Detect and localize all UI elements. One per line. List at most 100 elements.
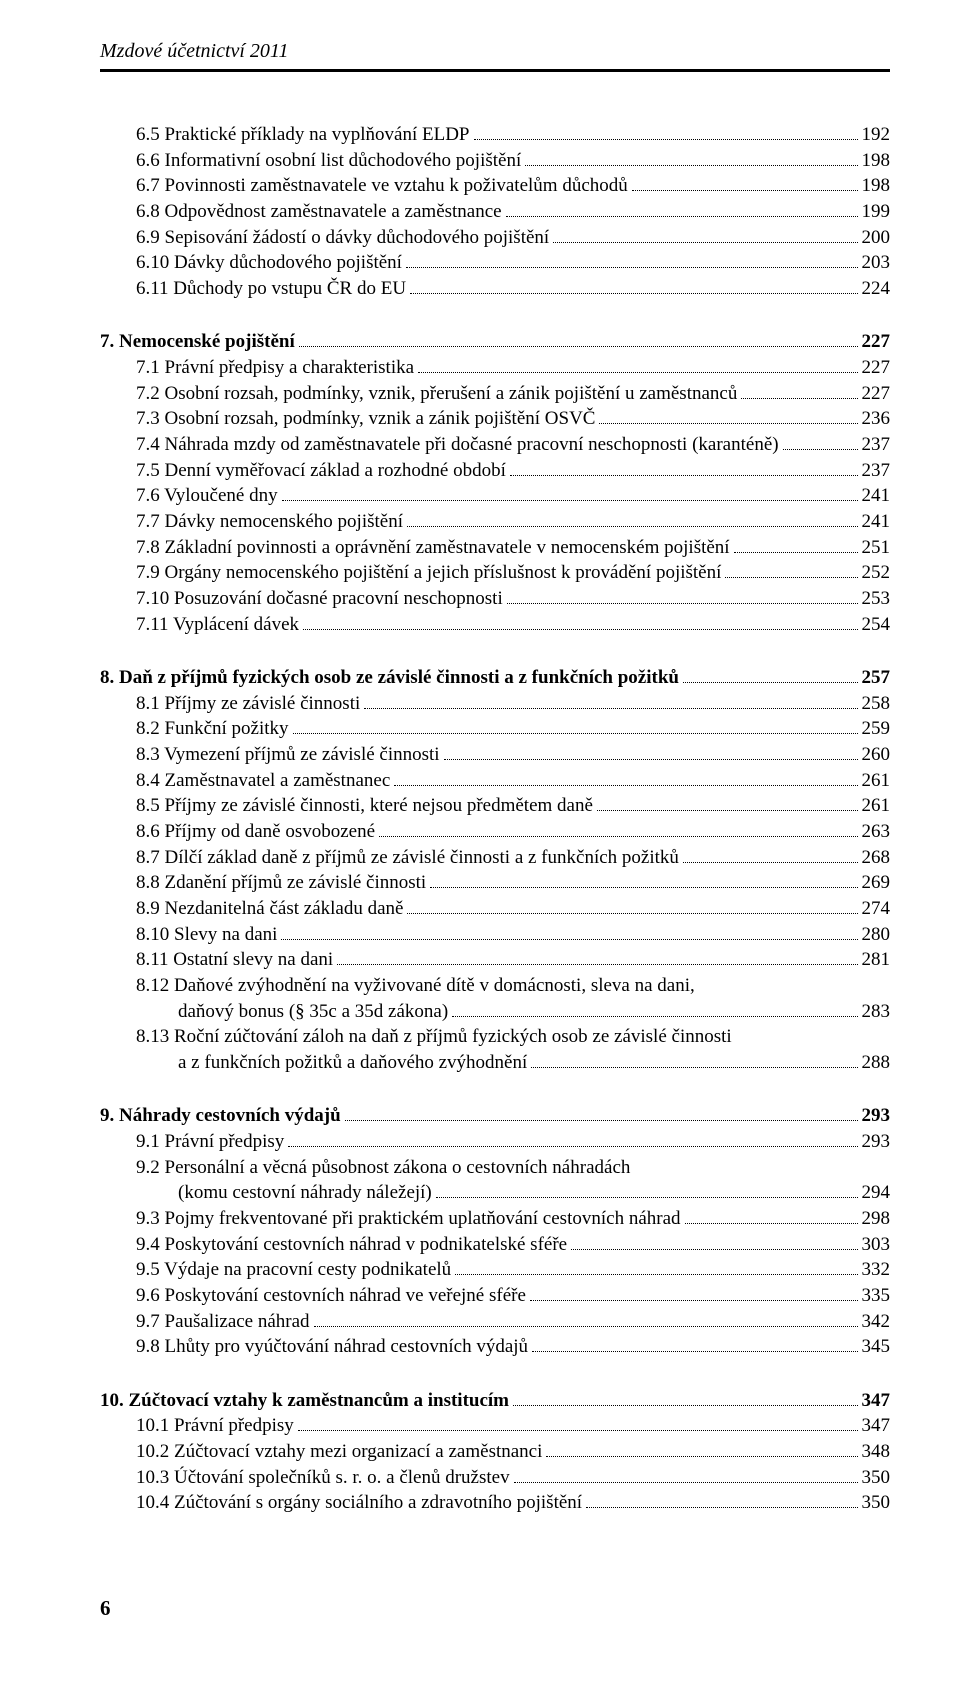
dot-leaders xyxy=(683,862,858,863)
toc-page-number: 257 xyxy=(862,665,891,691)
toc-entry-label: 8.4 Zaměstnavatel a zaměstnanec xyxy=(136,768,390,794)
toc-entry: 8. Daň z příjmů fyzických osob ze závisl… xyxy=(100,665,890,691)
toc-block: 8. Daň z příjmů fyzických osob ze závisl… xyxy=(100,665,890,1075)
toc-entry-label: 9.6 Poskytování cestovních náhrad ve veř… xyxy=(136,1283,526,1309)
toc-page-number: 200 xyxy=(862,225,891,251)
dot-leaders xyxy=(546,1456,857,1457)
dot-leaders xyxy=(455,1274,857,1275)
dot-leaders xyxy=(288,1146,857,1147)
toc-page-number: 227 xyxy=(862,355,891,381)
toc-entry: 7.11 Vyplácení dávek254 xyxy=(100,612,890,638)
toc-entry-label: 8.5 Příjmy ze závislé činnosti, které ne… xyxy=(136,793,593,819)
dot-leaders xyxy=(406,267,858,268)
toc-entry-label: 7.9 Orgány nemocenského pojištění a jeji… xyxy=(136,560,721,586)
toc-page-number: 259 xyxy=(862,716,891,742)
toc-entry-label: 9.1 Právní předpisy xyxy=(136,1129,284,1155)
dot-leaders xyxy=(345,1120,858,1121)
toc-entry-label: 6.8 Odpovědnost zaměstnavatele a zaměstn… xyxy=(136,199,502,225)
toc-entry: 8.5 Příjmy ze závislé činnosti, které ne… xyxy=(100,793,890,819)
toc-page-number: 269 xyxy=(862,870,891,896)
toc-block: 9. Náhrady cestovních výdajů2939.1 Právn… xyxy=(100,1103,890,1359)
toc-entry-label: 6.10 Dávky důchodového pojištění xyxy=(136,250,402,276)
toc-entry-label: 10.4 Zúčtování s orgány sociálního a zdr… xyxy=(136,1490,582,1516)
toc-entry-label: 6.9 Sepisování žádostí o dávky důchodové… xyxy=(136,225,549,251)
toc-page-number: 261 xyxy=(862,793,891,819)
toc-entry: 6.6 Informativní osobní list důchodového… xyxy=(100,148,890,174)
toc-entry: 8.2 Funkční požitky259 xyxy=(100,716,890,742)
toc-entry-label-cont: (komu cestovní náhrady náležejí) xyxy=(178,1180,432,1206)
dot-leaders xyxy=(298,1430,858,1431)
dot-leaders xyxy=(282,500,858,501)
dot-leaders xyxy=(597,810,858,811)
toc-entry: 6.5 Praktické příklady na vyplňování ELD… xyxy=(100,122,890,148)
toc-page-number: 281 xyxy=(862,947,891,973)
toc-page-number: 227 xyxy=(862,329,891,355)
toc-page-number: 199 xyxy=(862,199,891,225)
dot-leaders xyxy=(632,190,858,191)
toc-entry-label: 7. Nemocenské pojištění xyxy=(100,329,295,355)
toc-entry: 7.9 Orgány nemocenského pojištění a jeji… xyxy=(100,560,890,586)
running-header: Mzdové účetnictví 2011 xyxy=(100,40,890,72)
dot-leaders xyxy=(599,423,857,424)
toc-entry-label: 6.5 Praktické příklady na vyplňování ELD… xyxy=(136,122,470,148)
toc-entry: 8.6 Příjmy od daně osvobozené 263 xyxy=(100,819,890,845)
toc-page-number: 263 xyxy=(862,819,891,845)
toc-entry: 9.5 Výdaje na pracovní cesty podnikatelů… xyxy=(100,1257,890,1283)
toc-entry: 9. Náhrady cestovních výdajů293 xyxy=(100,1103,890,1129)
toc-entry: 7.2 Osobní rozsah, podmínky, vznik, přer… xyxy=(100,381,890,407)
dot-leaders xyxy=(683,682,858,683)
toc-entry: 9.1 Právní předpisy 293 xyxy=(100,1129,890,1155)
dot-leaders xyxy=(685,1223,858,1224)
toc-entry-label: 7.10 Posuzování dočasné pracovní neschop… xyxy=(136,586,503,612)
toc-entry-label: 8.8 Zdanění příjmů ze závislé činnosti xyxy=(136,870,426,896)
dot-leaders xyxy=(513,1405,857,1406)
toc-entry-label: 9.8 Lhůty pro vyúčtování náhrad cestovní… xyxy=(136,1334,528,1360)
toc-entry-label: 10.3 Účtování společníků s. r. o. a člen… xyxy=(136,1465,510,1491)
toc-page-number: 258 xyxy=(862,691,891,717)
toc-entry-label: 9.3 Pojmy frekventované při praktickém u… xyxy=(136,1206,681,1232)
dot-leaders xyxy=(379,836,857,837)
toc-entry-label: 7.2 Osobní rozsah, podmínky, vznik, přer… xyxy=(136,381,737,407)
toc-page-number: 241 xyxy=(862,483,891,509)
toc-entry-label: 8.10 Slevy na dani xyxy=(136,922,277,948)
dot-leaders xyxy=(571,1249,857,1250)
toc-entry-label: 8.6 Příjmy od daně osvobozené xyxy=(136,819,375,845)
toc-page-number: 251 xyxy=(862,535,891,561)
dot-leaders xyxy=(364,708,857,709)
dot-leaders xyxy=(507,603,858,604)
toc-entry-label: 10.1 Právní předpisy xyxy=(136,1413,294,1439)
dot-leaders xyxy=(299,346,858,347)
toc-entry-label: 8.13 Roční zúčtování záloh na daň z příj… xyxy=(136,1026,732,1047)
dot-leaders xyxy=(407,526,857,527)
toc-entry: 8.3 Vymezení příjmů ze závislé činnosti2… xyxy=(100,742,890,768)
toc-entry: 7.7 Dávky nemocenského pojištění 241 xyxy=(100,509,890,535)
toc-entry: 10.1 Právní předpisy 347 xyxy=(100,1413,890,1439)
dot-leaders xyxy=(514,1482,858,1483)
toc-entry-label: 7.7 Dávky nemocenského pojištění xyxy=(136,509,403,535)
toc-page-number: 198 xyxy=(862,148,891,174)
toc-page-number: 303 xyxy=(862,1232,891,1258)
toc-page-number: 280 xyxy=(862,922,891,948)
toc-page-number: 241 xyxy=(862,509,891,535)
toc-entry-label: 6.11 Důchody po vstupu ČR do EU xyxy=(136,276,406,302)
dot-leaders xyxy=(510,475,858,476)
dot-leaders xyxy=(741,398,857,399)
toc-page-number: 347 xyxy=(862,1413,891,1439)
toc-page-number: 293 xyxy=(862,1129,891,1155)
dot-leaders xyxy=(418,372,857,373)
toc-entry: 9.8 Lhůty pro vyúčtování náhrad cestovní… xyxy=(100,1334,890,1360)
toc-entry: 6.8 Odpovědnost zaměstnavatele a zaměstn… xyxy=(100,199,890,225)
toc-page-number: 298 xyxy=(862,1206,891,1232)
toc-entry-label: 8.7 Dílčí základ daně z příjmů ze závisl… xyxy=(136,845,679,871)
toc-entry-label: 9.5 Výdaje na pracovní cesty podnikatelů xyxy=(136,1257,451,1283)
toc-entry-label: 7.1 Právní předpisy a charakteristika xyxy=(136,355,414,381)
toc-entry-label-cont: a z funkčních požitků a daňového zvýhodn… xyxy=(178,1050,527,1076)
toc-entry: 7.3 Osobní rozsah, podmínky, vznik a zán… xyxy=(100,406,890,432)
dot-leaders xyxy=(452,1016,857,1017)
toc-entry: 8.1 Příjmy ze závislé činnosti 258 xyxy=(100,691,890,717)
toc-entry-label: 8.1 Příjmy ze závislé činnosti xyxy=(136,691,360,717)
toc-entry: 6.10 Dávky důchodového pojištění203 xyxy=(100,250,890,276)
toc-entry: 10.2 Zúčtovací vztahy mezi organizací a … xyxy=(100,1439,890,1465)
dot-leaders xyxy=(444,759,858,760)
toc-page-number: 293 xyxy=(862,1103,891,1129)
